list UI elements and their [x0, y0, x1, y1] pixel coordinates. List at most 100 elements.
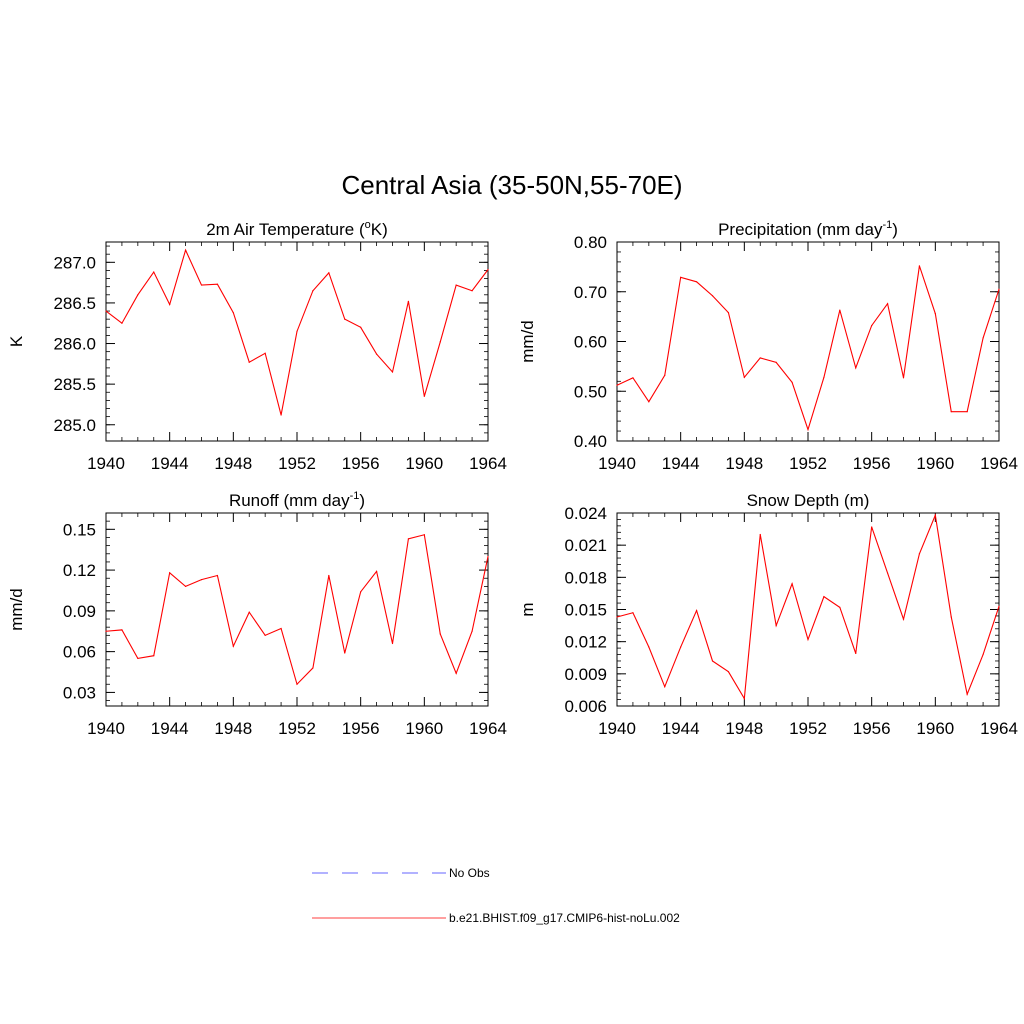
y-tick-label-precip: 0.40: [574, 432, 607, 451]
x-tick-label-snow: 1944: [662, 719, 700, 738]
x-tick-label-precip: 1940: [598, 454, 636, 473]
data-point-snow: [695, 609, 698, 612]
data-point-runoff: [455, 672, 457, 674]
data-point-temp: [423, 395, 425, 397]
series-line-precip: [616, 265, 1000, 432]
data-point-temp: [455, 284, 457, 286]
data-point-snow: [680, 646, 682, 648]
data-point-temp: [407, 300, 410, 302]
x-tick-label-runoff: 1948: [214, 719, 252, 738]
data-point-runoff: [360, 591, 362, 593]
y-tick-label-precip: 0.80: [574, 233, 607, 252]
y-tick-label-temp: 286.5: [53, 294, 96, 313]
y-tick-label-runoff: 0.15: [63, 520, 96, 539]
data-point-temp: [248, 361, 250, 363]
data-point-precip: [648, 401, 650, 403]
data-point-temp: [439, 341, 441, 343]
data-point-runoff: [344, 652, 346, 654]
data-point-snow: [711, 660, 714, 662]
y-tick-label-temp: 285.5: [53, 375, 96, 394]
x-tick-label-runoff: 1944: [151, 719, 189, 738]
y-tick-label-runoff: 0.03: [63, 683, 96, 702]
y-tick-label-snow: 0.018: [564, 568, 607, 587]
data-point-temp: [184, 249, 187, 251]
panel-snow: Snow Depth (m) m 0.006 0.009 0.012 0.015 0.018…: [518, 491, 1018, 738]
data-point-temp: [375, 353, 378, 355]
series-line-temp: [105, 248, 489, 416]
panel-title-runoff: Runoff (mm day-1): [229, 490, 365, 510]
data-point-runoff: [248, 611, 250, 613]
data-point-snow: [855, 652, 857, 655]
data-point-runoff: [200, 578, 203, 581]
plot-frame-temp: [105, 241, 489, 442]
data-point-runoff: [391, 642, 394, 645]
data-point-precip: [695, 281, 698, 283]
data-point-precip: [743, 376, 745, 378]
data-point-precip: [982, 337, 984, 339]
x-tick-label-temp: 1960: [405, 454, 443, 473]
data-point-temp: [200, 284, 203, 286]
panel-precip: Precipitation (mm day-1) mm/d 0.40 0.50 0.60…: [518, 219, 1018, 473]
y-tick-label-snow: 0.015: [564, 601, 607, 620]
x-tick-label-runoff: 1952: [278, 719, 316, 738]
data-point-runoff: [105, 630, 107, 632]
data-point-temp: [137, 294, 139, 296]
data-point-precip: [727, 312, 730, 314]
y-tick-label-snow: 0.009: [564, 665, 607, 684]
data-point-precip: [632, 377, 634, 379]
data-point-snow: [871, 526, 873, 528]
panel-title-snow: Snow Depth (m): [747, 491, 870, 510]
data-point-runoff: [439, 633, 441, 635]
data-point-precip: [775, 361, 777, 363]
data-point-snow: [918, 553, 921, 555]
x-tick-label-runoff: 1964: [469, 719, 507, 738]
data-point-temp: [312, 290, 314, 292]
data-point-snow: [886, 572, 889, 574]
y-tick-label-runoff: 0.06: [63, 643, 96, 662]
data-point-snow: [664, 686, 666, 688]
data-point-temp: [121, 322, 123, 324]
data-point-precip: [998, 288, 1000, 290]
data-point-snow: [823, 596, 825, 598]
x-tick-label-temp: 1944: [151, 454, 189, 473]
data-point-precip: [902, 377, 905, 379]
data-point-snow: [743, 697, 745, 700]
data-point-precip: [711, 295, 714, 297]
data-point-snow: [934, 514, 936, 516]
x-tick-label-snow: 1960: [916, 719, 954, 738]
data-point-temp: [216, 283, 219, 285]
y-tick-label-snow: 0.012: [564, 633, 607, 652]
data-point-snow: [632, 612, 634, 614]
y-tick-label-precip: 0.70: [574, 283, 607, 302]
y-tick-label-snow: 0.024: [564, 504, 607, 523]
x-tick-label-temp: 1964: [469, 454, 507, 473]
panel-title-temp: 2m Air Temperature (oK): [206, 219, 388, 239]
x-tick-label-temp: 1940: [87, 454, 125, 473]
data-point-snow: [759, 533, 761, 536]
data-point-precip: [759, 357, 761, 359]
data-point-runoff: [312, 667, 314, 669]
x-tick-label-temp: 1952: [278, 454, 316, 473]
data-point-temp: [328, 272, 330, 274]
y-tick-label-precip: 0.60: [574, 333, 607, 352]
figure-title: Central Asia (35-50N,55-70E): [341, 170, 683, 200]
series-line-runoff: [105, 534, 489, 686]
data-point-runoff: [264, 634, 266, 636]
data-point-snow: [727, 671, 730, 673]
data-point-runoff: [296, 683, 298, 685]
data-point-precip: [855, 367, 857, 369]
data-point-snow: [966, 693, 968, 695]
data-point-runoff: [487, 555, 489, 558]
data-point-runoff: [184, 585, 187, 587]
x-tick-label-precip: 1956: [853, 454, 891, 473]
y-axis-label-runoff: mm/d: [7, 588, 26, 631]
data-point-snow: [839, 606, 841, 608]
x-tick-label-temp: 1948: [214, 454, 252, 473]
data-point-runoff: [471, 630, 473, 632]
legend-obs-label: No Obs: [449, 866, 490, 880]
data-point-precip: [839, 309, 841, 311]
x-tick-label-runoff: 1956: [342, 719, 380, 738]
data-point-runoff: [423, 534, 425, 536]
data-point-snow: [791, 583, 793, 585]
